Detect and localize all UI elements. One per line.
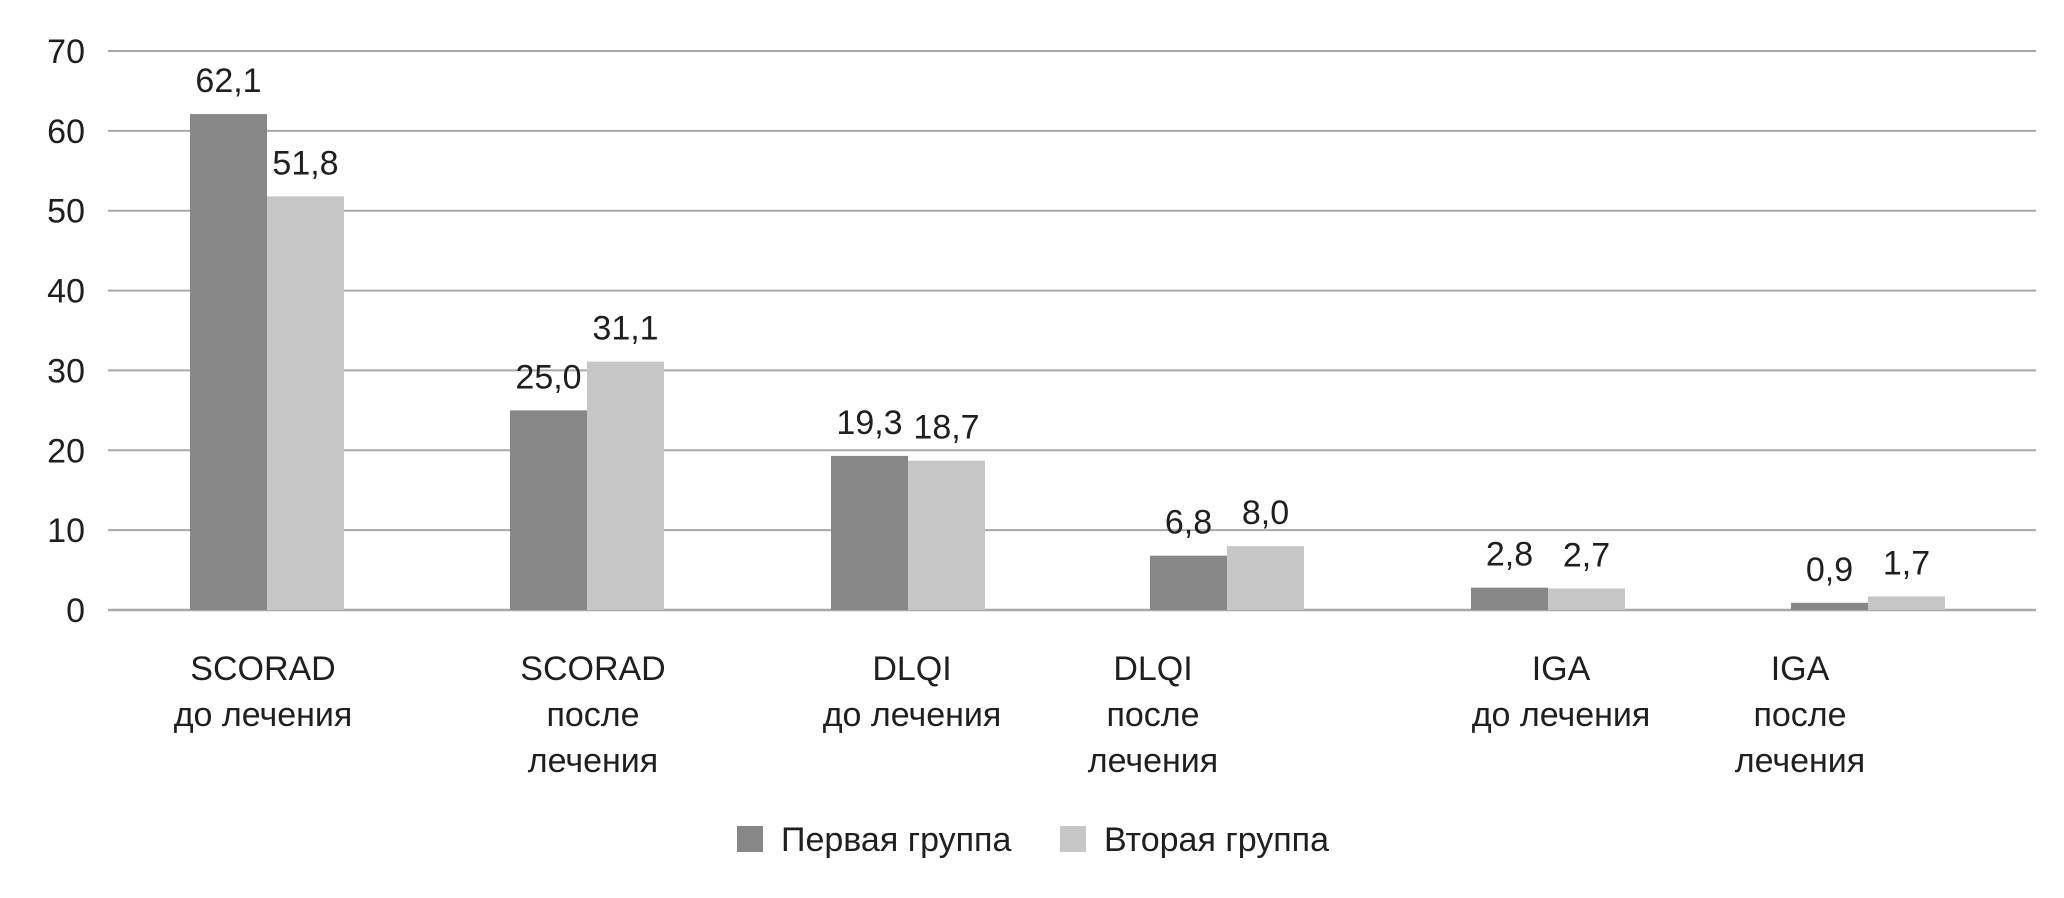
x-category-label-line: DLQI [1113,650,1192,688]
gridlines [108,50,2036,612]
y-axis-ticks: 0 10 20 30 40 50 60 70 [47,33,85,630]
x-category-label: SCORAD до лечения [174,650,353,734]
data-labels: 62,1 25,0 19,3 6,8 2,8 0,9 51,8 31,1 18,7 8,0 2,7 1… [195,62,1930,589]
x-category-label-line: после [1106,696,1199,734]
bar [1471,587,1548,610]
bars [190,114,1945,610]
legend-label: Первая группа [781,821,1011,859]
x-category-label-line: DLQI [872,650,951,688]
data-label: 18,7 [913,409,979,447]
legend-label: Вторая группа [1104,821,1329,859]
x-category-label-line: IGA [1771,650,1830,688]
bar [1868,596,1945,610]
bar [587,361,664,610]
x-category-label: DLQI до лечения [823,650,1002,734]
y-tick-label: 60 [47,113,85,151]
data-label: 51,8 [272,144,338,182]
x-category-label-line: до лечения [823,696,1002,734]
bar [1227,546,1304,610]
y-tick-label: 40 [47,273,85,311]
bar [1548,588,1625,610]
data-label: 19,3 [836,404,902,442]
x-category-label-line: до лечения [174,696,353,734]
x-category-label: SCORAD после лечения [520,650,665,780]
x-category-label-line: после [1753,696,1846,734]
data-label: 25,0 [515,358,581,396]
bar [831,455,908,610]
data-label: 6,8 [1165,504,1212,542]
x-category-label: IGA до лечения [1472,650,1651,734]
x-category-label-line: SCORAD [520,650,665,688]
legend-swatch [737,826,763,852]
legend-swatch [1060,826,1086,852]
data-label: 31,1 [592,310,658,348]
data-label: 1,7 [1883,544,1930,582]
x-category-label-line: до лечения [1472,696,1651,734]
bar [908,460,985,610]
x-category-label-line: IGA [1532,650,1591,688]
legend: Первая группа Вторая группа [737,821,1329,859]
y-tick-label: 50 [47,193,85,231]
bar [510,410,587,610]
data-label: 0,9 [1806,551,1853,589]
y-tick-label: 70 [47,33,85,71]
x-category-label-line: лечения [1735,742,1865,780]
data-label: 2,7 [1563,536,1610,574]
bar [190,114,267,610]
y-tick-label: 0 [66,592,85,630]
data-label: 2,8 [1486,536,1533,574]
y-tick-label: 20 [47,432,85,470]
x-category-label: IGA после лечения [1735,650,1865,780]
x-axis-categories: SCORAD до лечения SCORAD после лечения DLQI до… [174,650,1866,780]
y-tick-label: 10 [47,512,85,550]
data-label: 8,0 [1242,494,1289,532]
x-category-label-line: лечения [1088,742,1218,780]
bar [267,196,344,610]
x-category-label-line: лечения [528,742,658,780]
bar [1791,602,1868,610]
bar [1150,555,1227,610]
x-category-label-line: после [546,696,639,734]
x-category-label-line: SCORAD [190,650,335,688]
y-tick-label: 30 [47,352,85,390]
data-label: 62,1 [195,62,261,100]
x-category-label: DLQI после лечения [1088,650,1218,780]
